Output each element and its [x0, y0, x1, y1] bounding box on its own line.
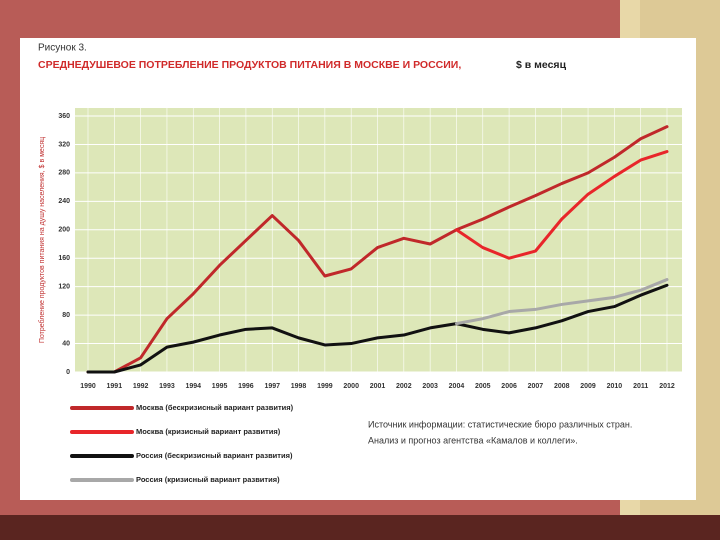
x-tick-label: 2008 [554, 383, 570, 390]
series-line [454, 278, 669, 326]
x-tick-label: 1993 [159, 383, 175, 390]
y-tick-label: 0 [66, 369, 70, 376]
chart-title: СРЕДНЕДУШЕВОЕ ПОТРЕБЛЕНИЕ ПРОДУКТОВ ПИТА… [38, 59, 461, 71]
x-tick-label: 1998 [291, 383, 307, 390]
figure-label: Рисунок 3. [38, 43, 87, 54]
legend-label: Москва (кризисный вариант развития) [136, 427, 281, 436]
x-tick-label: 2011 [633, 383, 648, 390]
x-tick-label: 1999 [317, 383, 333, 390]
x-tick-label: 1994 [185, 383, 201, 390]
y-tick-label: 160 [58, 255, 70, 262]
x-tick-label: 2003 [422, 383, 438, 390]
x-tick-label: 2007 [528, 383, 544, 390]
x-tick-label: 2010 [607, 383, 623, 390]
source-line: Анализ и прогноз агентства «Камалов и ко… [368, 435, 578, 445]
x-tick-label: 1990 [80, 383, 96, 390]
x-tick-label: 1996 [238, 383, 254, 390]
y-tick-label: 240 [58, 198, 70, 205]
x-tick-label: 1995 [212, 383, 228, 390]
x-tick-label: 2002 [396, 383, 412, 390]
x-tick-label: 1991 [107, 383, 123, 390]
y-tick-label: 40 [62, 340, 70, 347]
series-line [86, 125, 669, 374]
x-tick-label: 1992 [133, 383, 149, 390]
y-tick-label: 120 [58, 284, 70, 291]
x-tick-label: 1997 [264, 383, 280, 390]
series-line [86, 283, 669, 374]
x-tick-label: 2000 [343, 383, 359, 390]
y-tick-label: 280 [58, 170, 70, 177]
x-tick-label: 2009 [580, 383, 596, 390]
y-tick-label: 360 [58, 113, 70, 120]
series-line [454, 150, 669, 260]
x-tick-label: 2001 [370, 383, 386, 390]
y-axis-label: Потребление продуктов питания на душу на… [38, 137, 46, 343]
legend-label: Москва (бескризисный вариант развития) [136, 403, 294, 412]
x-tick-label: 2004 [449, 383, 465, 390]
legend-label: Россия (кризисный вариант развития) [136, 475, 280, 484]
y-tick-label: 320 [58, 141, 70, 148]
source-line: Источник информации: статистические бюро… [368, 419, 632, 429]
y-tick-label: 80 [62, 312, 70, 319]
legend-label: Россия (бескризисный вариант развития) [136, 451, 293, 460]
y-tick-label: 200 [58, 227, 70, 234]
bottom-strip [0, 515, 720, 540]
plot-area [75, 108, 682, 372]
chart-title-unit: $ в месяц [516, 59, 567, 71]
x-tick-label: 2012 [659, 383, 675, 390]
x-tick-label: 2005 [475, 383, 491, 390]
x-tick-label: 2006 [501, 383, 517, 390]
